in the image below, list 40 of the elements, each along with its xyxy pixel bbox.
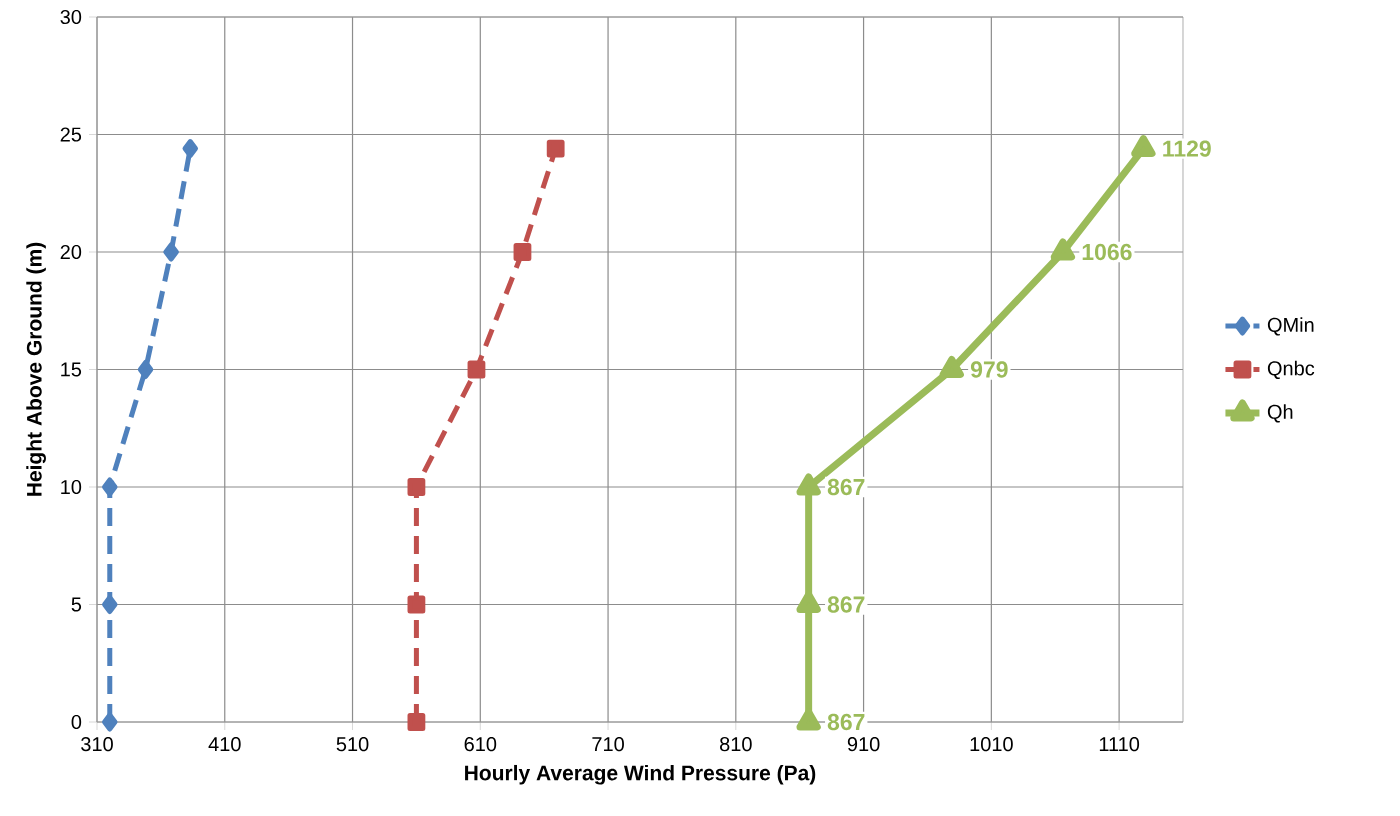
point: [407, 595, 426, 614]
point: [102, 712, 118, 732]
legend-label: Qnbc: [1267, 360, 1315, 380]
point: [1131, 135, 1156, 158]
point: [163, 242, 179, 262]
legend-label: QMin: [1267, 317, 1314, 336]
x-tick-label: 310: [81, 737, 113, 752]
point: [467, 360, 486, 379]
point: [407, 478, 426, 496]
annotation: 979: [970, 361, 1008, 378]
point: [513, 243, 532, 261]
annotation: 867: [827, 713, 865, 731]
annotation: 1129: [1163, 140, 1211, 157]
x-tick-label: 710: [592, 737, 624, 752]
y-axis-title: Height Above Ground (m): [26, 242, 46, 496]
y-tick-label: 10: [61, 479, 82, 495]
annotation: 867: [827, 478, 865, 496]
x-tick-label: 1010: [970, 737, 1013, 752]
point: [546, 139, 565, 158]
annotation: 1066: [1082, 243, 1132, 261]
point: [102, 477, 118, 497]
x-tick-label: 610: [464, 737, 497, 752]
point: [137, 360, 154, 379]
y-tick-label: 15: [61, 362, 82, 377]
legend-label: Qh: [1267, 404, 1293, 423]
x-axis-title: Hourly Average Wind Pressure (Pa): [465, 764, 816, 785]
point: [182, 139, 199, 159]
y-tick-label: 25: [60, 127, 82, 142]
x-tick-label: 810: [720, 737, 752, 752]
y-tick-label: 20: [60, 244, 82, 260]
y-tick-label: 0: [71, 714, 82, 730]
x-tick-label: 410: [208, 737, 241, 752]
x-tick-label: 910: [847, 737, 880, 752]
x-tick-label: 1110: [1099, 737, 1140, 752]
point: [102, 595, 118, 614]
y-tick-label: 5: [71, 597, 82, 612]
y-tick-label: 30: [60, 9, 82, 25]
x-tick-label: 510: [336, 737, 369, 752]
annotation: 867: [827, 596, 865, 613]
point: [407, 713, 426, 731]
